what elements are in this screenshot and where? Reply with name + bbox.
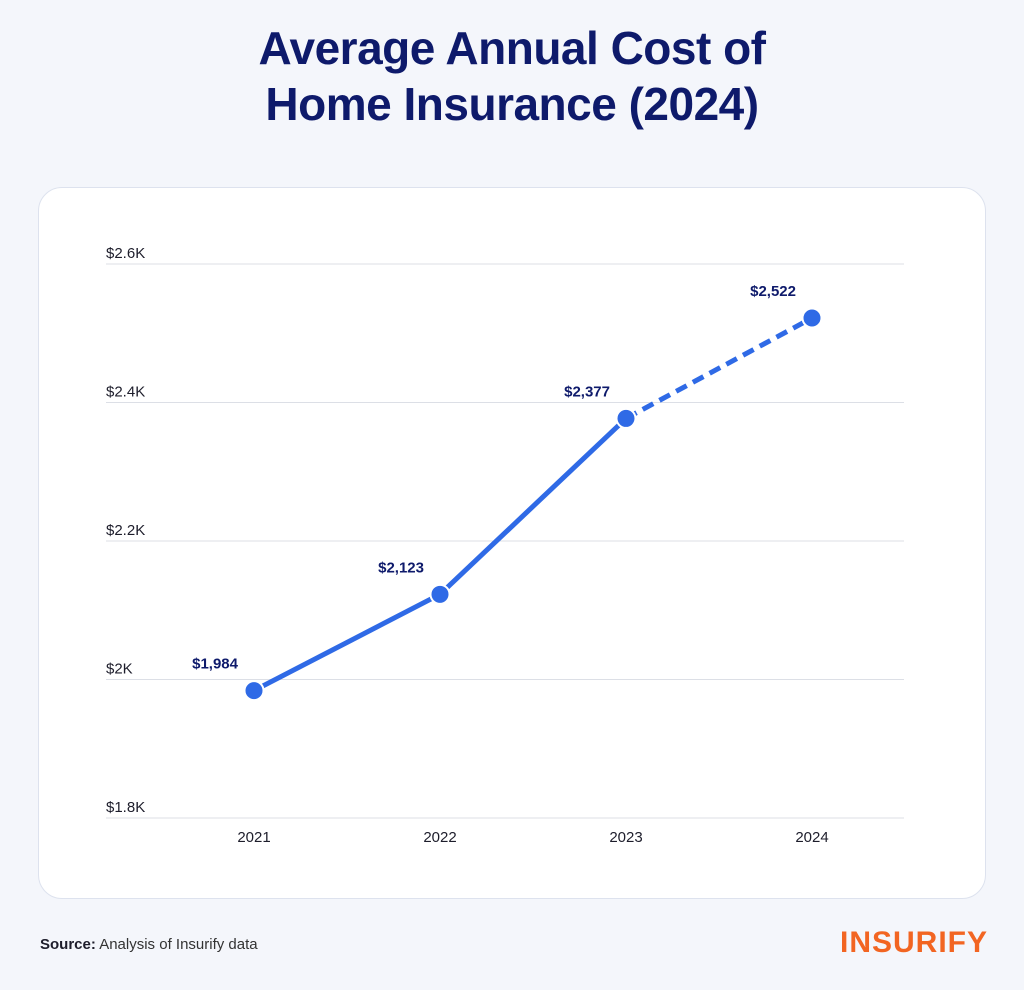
y-tick-label-3: $2.4K bbox=[106, 384, 145, 401]
x-tick-label-2: 2023 bbox=[609, 829, 642, 846]
y-tick-label-4: $2.6K bbox=[106, 245, 145, 262]
line-layer bbox=[252, 315, 814, 693]
source-label: Source: bbox=[40, 936, 96, 953]
x-tick-label-3: 2024 bbox=[795, 829, 828, 846]
series-0-data-label-3: $2,522 bbox=[750, 283, 796, 300]
series-0-point-3[interactable] bbox=[801, 307, 823, 329]
series-0-data-label-2: $2,377 bbox=[564, 383, 610, 400]
y-tick-label-1: $2K bbox=[106, 661, 133, 678]
source-note: Source: Analysis of Insurify data bbox=[40, 936, 258, 953]
series-0-segment-2 bbox=[624, 315, 814, 421]
point-layer bbox=[243, 307, 823, 702]
y-tick-label-0: $1.8K bbox=[106, 799, 145, 816]
label-layer: $1,984 $2,123 $2,377 $2,522 bbox=[192, 283, 796, 673]
axis-layer: $1.8K $2K $2.2K $2.4K $2.6K 2021 2022 2023 2024 bbox=[106, 245, 829, 846]
chart-title-line-2: Home Insurance (2024) bbox=[265, 78, 759, 130]
source-text: Analysis of Insurify data bbox=[99, 936, 258, 953]
series-0-data-label-1: $2,123 bbox=[378, 559, 424, 576]
series-0-segment-0 bbox=[252, 592, 442, 693]
chart-card: $1.8K $2K $2.2K $2.4K $2.6K 2021 2022 2023 2024 … bbox=[38, 187, 986, 899]
series-0-point-2[interactable] bbox=[615, 407, 637, 429]
chart-title-line-1: Average Annual Cost of bbox=[258, 22, 767, 74]
series-0-segment-1 bbox=[438, 416, 628, 597]
insurify-logo: INSURIFY bbox=[839, 926, 988, 959]
grid-layer bbox=[106, 263, 904, 819]
series-0-data-label-0: $1,984 bbox=[192, 656, 239, 673]
x-tick-label-0: 2021 bbox=[237, 829, 270, 846]
series-0-point-1[interactable] bbox=[429, 583, 451, 605]
x-tick-label-1: 2022 bbox=[423, 829, 456, 846]
chart-title: Average Annual Cost of Home Insurance (2… bbox=[0, 20, 1024, 132]
series-0-point-0[interactable] bbox=[243, 680, 265, 702]
y-tick-label-2: $2.2K bbox=[106, 522, 145, 539]
